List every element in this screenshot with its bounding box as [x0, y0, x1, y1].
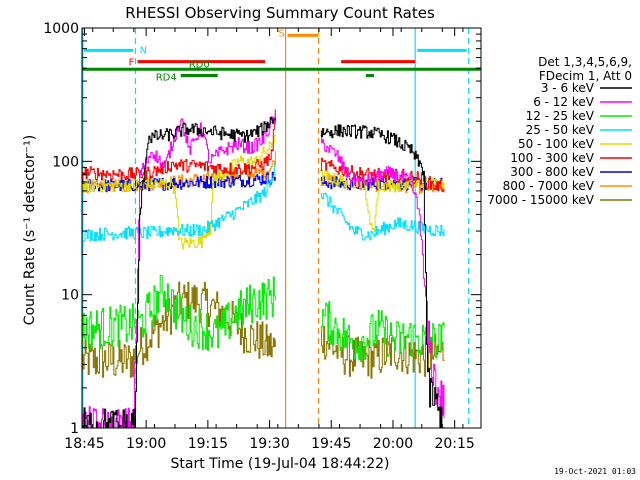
legend: Det 1,3,4,5,6,9,FDecim 1, Att 03 - 6 keV…: [487, 55, 632, 207]
count-rate-series: [82, 109, 445, 429]
flag-bars: N S F RD0 RD4: [82, 28, 481, 84]
legend-label: 50 - 100 keV: [518, 137, 595, 151]
legend-header-line: Det 1,3,4,5,6,9,: [538, 55, 632, 69]
series-line-6-12keV: [82, 113, 445, 429]
legend-label: 800 - 7000 keV: [503, 179, 595, 193]
timestamp: 19-Oct-2021 01:03: [554, 467, 636, 476]
x-tick-label: 18:45: [64, 436, 104, 452]
y-axis-label: Count Rate (s⁻¹ detector⁻¹): [22, 135, 38, 325]
legend-label: 12 - 25 keV: [526, 109, 595, 123]
y-tick-label: 1: [70, 421, 79, 437]
legend-label: 6 - 12 keV: [533, 95, 595, 109]
legend-label: 25 - 50 keV: [526, 123, 595, 137]
x-tick-label: 20:15: [434, 436, 474, 452]
y-tick-label: 100: [52, 154, 79, 170]
legend-label: 7000 - 15000 keV: [487, 193, 594, 207]
x-tick-label: 20:00: [373, 436, 413, 452]
x-tick-label: 19:30: [249, 436, 289, 452]
x-tick-label: 19:15: [188, 436, 228, 452]
flag-label-S: S: [278, 28, 284, 39]
data-gaps: [275, 28, 481, 428]
flag-label-RD0: RD0: [189, 59, 210, 70]
y-tick-label: 10: [61, 288, 79, 304]
y-tick-label: 1000: [43, 21, 79, 37]
flag-label-N: N: [140, 45, 147, 56]
series-line-25-50keV: [82, 161, 445, 242]
data-gap-0: [275, 28, 321, 428]
legend-header-line: FDecim 1, Att 0: [539, 69, 632, 83]
series-line-3-6keV: [82, 117, 445, 429]
series-line-100-300keV: [82, 109, 445, 192]
x-tick-label: 19:45: [311, 436, 351, 452]
series-line-50-100keV: [82, 134, 445, 250]
axes: 18:45 19:00 19:15 19:30 19:45 20:00 20:15 1 10 10…: [43, 21, 482, 452]
legend-label: 100 - 300 keV: [510, 151, 594, 165]
flag-label-F: F: [129, 58, 135, 69]
data-gap-1: [443, 28, 481, 428]
series-line-12-25keV: [82, 274, 445, 363]
plot-frame: [81, 27, 482, 429]
flag-label-RD4: RD4: [156, 73, 177, 84]
x-axis-label: Start Time (19-Jul-04 18:44:22): [170, 456, 389, 472]
series-line-7000-15000keV: [82, 281, 445, 379]
legend-label: 300 - 800 keV: [510, 165, 594, 179]
x-tick-label: 19:00: [126, 436, 166, 452]
legend-label: 3 - 6 keV: [541, 81, 595, 95]
chart-title: RHESSI Observing Summary Count Rates: [125, 4, 435, 22]
